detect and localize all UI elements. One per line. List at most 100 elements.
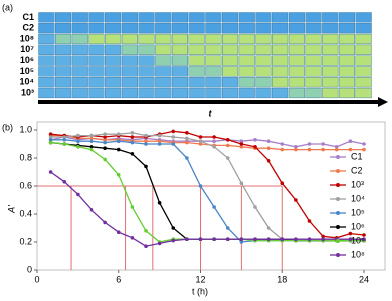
- legend-marker: [336, 225, 340, 229]
- data-point: [266, 159, 271, 163]
- data-point: [76, 145, 80, 149]
- data-point: [103, 146, 107, 150]
- well-tile: [305, 87, 322, 99]
- data-point: [266, 139, 271, 143]
- well-tile: [71, 66, 88, 77]
- data-point: [76, 139, 80, 143]
- data-point: [144, 244, 148, 248]
- row-label: 10⁷: [20, 44, 34, 54]
- data-point: [48, 132, 53, 136]
- well-tile: [255, 33, 272, 45]
- data-point: [89, 208, 94, 212]
- data-point: [62, 142, 67, 146]
- well-tile: [338, 77, 356, 88]
- well-tile: [338, 12, 356, 23]
- well-tile: [355, 12, 372, 23]
- data-point: [171, 238, 176, 243]
- well-tile: [322, 12, 339, 23]
- data-point: [185, 237, 189, 241]
- data-point: [362, 147, 366, 152]
- well-tile: [171, 44, 189, 55]
- data-point: [89, 136, 94, 141]
- data-point: [294, 237, 298, 241]
- data-point: [225, 138, 230, 142]
- data-point: [198, 184, 203, 188]
- well-tile: [255, 66, 272, 77]
- data-point: [144, 133, 148, 138]
- data-point: [116, 173, 121, 177]
- data-point: [294, 145, 298, 149]
- data-point: [103, 157, 107, 162]
- well-tile: [322, 77, 339, 88]
- well-tile: [38, 23, 55, 34]
- well-tile: [355, 55, 372, 66]
- data-point: [307, 142, 312, 146]
- data-point: [171, 129, 176, 134]
- well-tile: [205, 87, 222, 99]
- series-line: [50, 171, 364, 247]
- data-point: [171, 135, 176, 139]
- well-tile: [38, 12, 55, 23]
- well-tile: [105, 55, 122, 66]
- well-tile: [238, 33, 255, 45]
- well-tile: [171, 77, 189, 88]
- data-point: [130, 131, 135, 135]
- well-tile: [71, 77, 88, 88]
- data-point: [62, 180, 67, 184]
- well-tile: [121, 87, 138, 99]
- data-point: [89, 133, 94, 138]
- data-point: [171, 142, 176, 146]
- well-tile: [55, 77, 72, 88]
- data-point: [253, 205, 257, 209]
- well-tile: [38, 66, 55, 77]
- well-tile: [88, 87, 105, 99]
- well-tile: [171, 33, 189, 45]
- data-point: [212, 145, 216, 149]
- data-point: [280, 237, 285, 241]
- well-tile: [55, 33, 72, 45]
- legend-marker: [336, 239, 340, 243]
- data-point: [239, 237, 244, 241]
- well-tile: [155, 55, 172, 66]
- data-point: [266, 226, 271, 230]
- well-tile: [272, 44, 289, 55]
- data-point: [116, 230, 121, 234]
- data-point: [185, 156, 189, 160]
- well-tile: [255, 87, 272, 99]
- well-tile: [205, 12, 222, 23]
- well-tile: [272, 33, 289, 45]
- well-tile: [221, 77, 239, 88]
- row-label: 10⁵: [20, 66, 34, 76]
- well-tile: [38, 55, 55, 66]
- well-tile: [188, 55, 205, 66]
- well-tile: [305, 44, 322, 55]
- well-tile: [272, 87, 289, 99]
- well-tile: [121, 55, 138, 66]
- well-tile: [171, 23, 189, 34]
- well-tile: [55, 12, 72, 23]
- well-tile: [288, 77, 305, 88]
- well-tile: [221, 12, 239, 23]
- well-tile: [71, 23, 88, 34]
- data-point: [334, 145, 339, 149]
- well-tile: [221, 44, 239, 55]
- well-tile: [105, 44, 122, 55]
- well-tile: [221, 55, 239, 66]
- data-point: [253, 138, 257, 142]
- data-point: [348, 147, 353, 152]
- row-label: 10⁸: [20, 33, 34, 43]
- data-point: [157, 139, 162, 143]
- well-tile: [171, 87, 189, 99]
- well-tile: [155, 44, 172, 55]
- data-point: [48, 135, 53, 139]
- data-point: [225, 156, 230, 160]
- y-tick-label: 0.2: [19, 236, 32, 246]
- data-point: [103, 132, 107, 136]
- y-axis-title: A': [6, 205, 16, 214]
- well-tile: [322, 55, 339, 66]
- well-tile: [205, 66, 222, 77]
- well-tile: [288, 23, 305, 34]
- legend-label: 10³: [351, 179, 364, 189]
- well-tile: [188, 66, 205, 77]
- well-tile: [105, 12, 122, 23]
